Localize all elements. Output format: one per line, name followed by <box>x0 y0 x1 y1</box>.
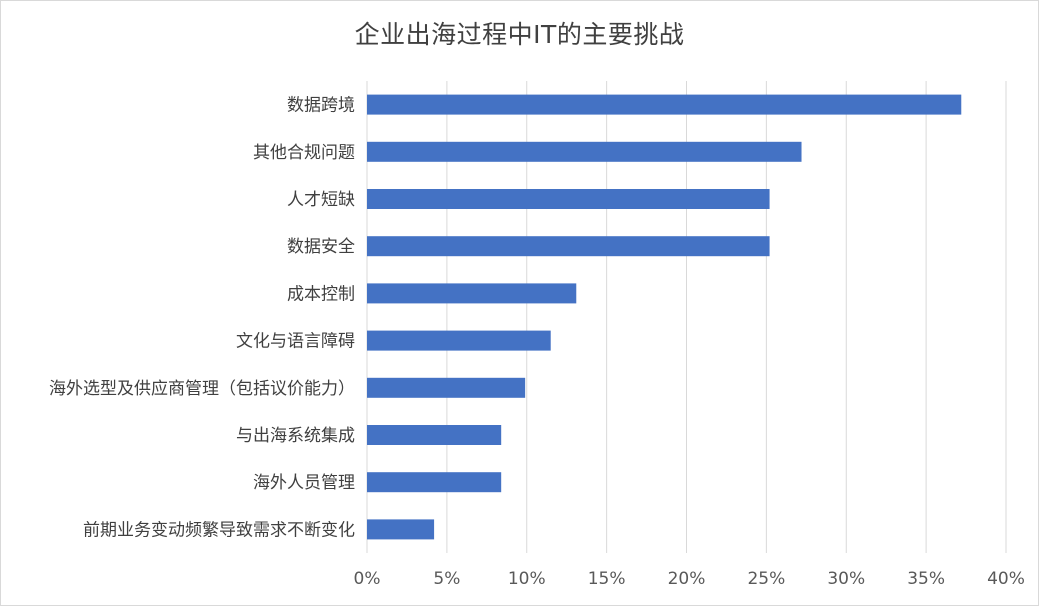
x-tick-label: 5% <box>433 569 460 589</box>
bar <box>367 377 526 398</box>
x-tick-label: 15% <box>588 569 626 589</box>
x-tick-label: 25% <box>747 569 785 589</box>
category-label: 与出海系统集成 <box>236 426 355 446</box>
category-labels: 数据跨境其他合规问题人才短缺数据安全成本控制文化与语言障碍海外选型及供应商管理（… <box>49 96 355 541</box>
x-axis-tick-labels: 0% 5% 10% 15% 20% 25% 30% 35% 40% <box>354 569 1025 589</box>
bar <box>367 141 802 162</box>
bar <box>367 236 770 257</box>
category-label: 人才短缺 <box>287 190 355 210</box>
category-label: 数据跨境 <box>287 96 355 116</box>
category-label: 其他合规问题 <box>253 143 355 163</box>
bar <box>367 425 502 445</box>
bar <box>367 472 502 493</box>
category-label: 文化与语言障碍 <box>236 332 355 352</box>
x-tick-label: 0% <box>354 569 381 589</box>
bar <box>367 94 962 115</box>
chart-title: 企业出海过程中IT的主要挑战 <box>354 20 685 49</box>
x-tick-label: 35% <box>907 569 945 589</box>
x-tick-label: 40% <box>987 569 1025 589</box>
x-tick-label: 10% <box>508 569 546 589</box>
category-label: 数据安全 <box>287 237 355 257</box>
category-label: 海外人员管理 <box>253 473 355 493</box>
category-label: 海外选型及供应商管理（包括议价能力） <box>49 379 355 399</box>
bar <box>367 519 435 540</box>
bar <box>367 330 551 351</box>
category-label: 前期业务变动频繁导致需求不断变化 <box>83 520 355 540</box>
bar <box>367 283 577 304</box>
bars <box>367 94 962 540</box>
category-label: 成本控制 <box>287 284 355 304</box>
bar <box>367 189 770 209</box>
x-tick-label: 30% <box>827 569 865 589</box>
x-tick-label: 20% <box>668 569 706 589</box>
